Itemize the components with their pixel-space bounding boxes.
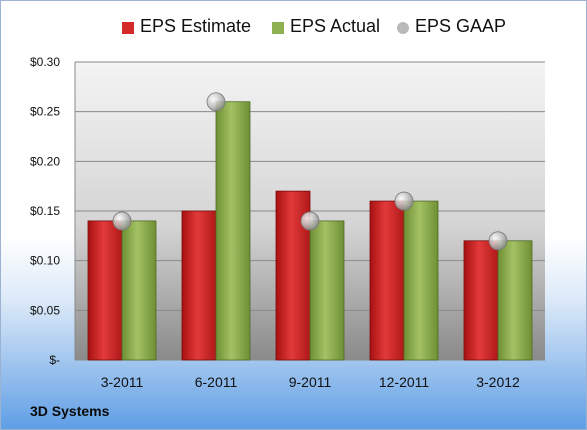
bar-eps-estimate	[87, 220, 123, 361]
legend-swatch-gaap	[397, 22, 409, 34]
marker-eps-gaap	[488, 231, 508, 251]
x-tick-label: 3-2011	[101, 374, 144, 390]
marker-eps-gaap	[394, 191, 414, 211]
y-tick-label: $0.05	[30, 303, 60, 317]
bar-eps-estimate	[369, 200, 405, 361]
x-tick-label: 12-2011	[379, 374, 430, 390]
legend: EPS Estimate EPS Actual EPS GAAP	[0, 16, 587, 42]
bar-eps-actual	[497, 240, 533, 361]
bar-eps-actual	[403, 200, 439, 361]
y-tick-label: $0.15	[30, 204, 60, 218]
legend-label-actual: EPS Actual	[290, 16, 381, 36]
bar-eps-actual	[215, 101, 251, 361]
bar-eps-estimate	[181, 210, 217, 361]
y-tick-label: $0.25	[30, 105, 60, 119]
legend-label-gaap: EPS GAAP	[415, 16, 507, 36]
bar-eps-actual	[121, 220, 157, 361]
legend-label-estimate: EPS Estimate	[140, 16, 252, 36]
bar-eps-estimate	[463, 240, 499, 361]
x-tick-label: 6-2011	[195, 374, 238, 390]
marker-eps-gaap	[206, 92, 226, 112]
brand-label: 3D Systems	[30, 403, 110, 419]
legend-swatch-actual	[272, 22, 284, 34]
y-tick-label: $0.30	[30, 55, 60, 69]
marker-eps-gaap	[112, 211, 132, 231]
legend-swatch-estimate	[122, 22, 134, 34]
y-tick-label: $0.20	[30, 154, 60, 168]
x-tick-label: 9-2011	[289, 374, 332, 390]
y-tick-label: $-	[49, 353, 60, 367]
x-tick-label: 3-2012	[476, 374, 520, 390]
y-tick-label: $0.10	[30, 254, 60, 268]
marker-eps-gaap	[300, 211, 320, 231]
bar-eps-actual	[309, 220, 345, 361]
